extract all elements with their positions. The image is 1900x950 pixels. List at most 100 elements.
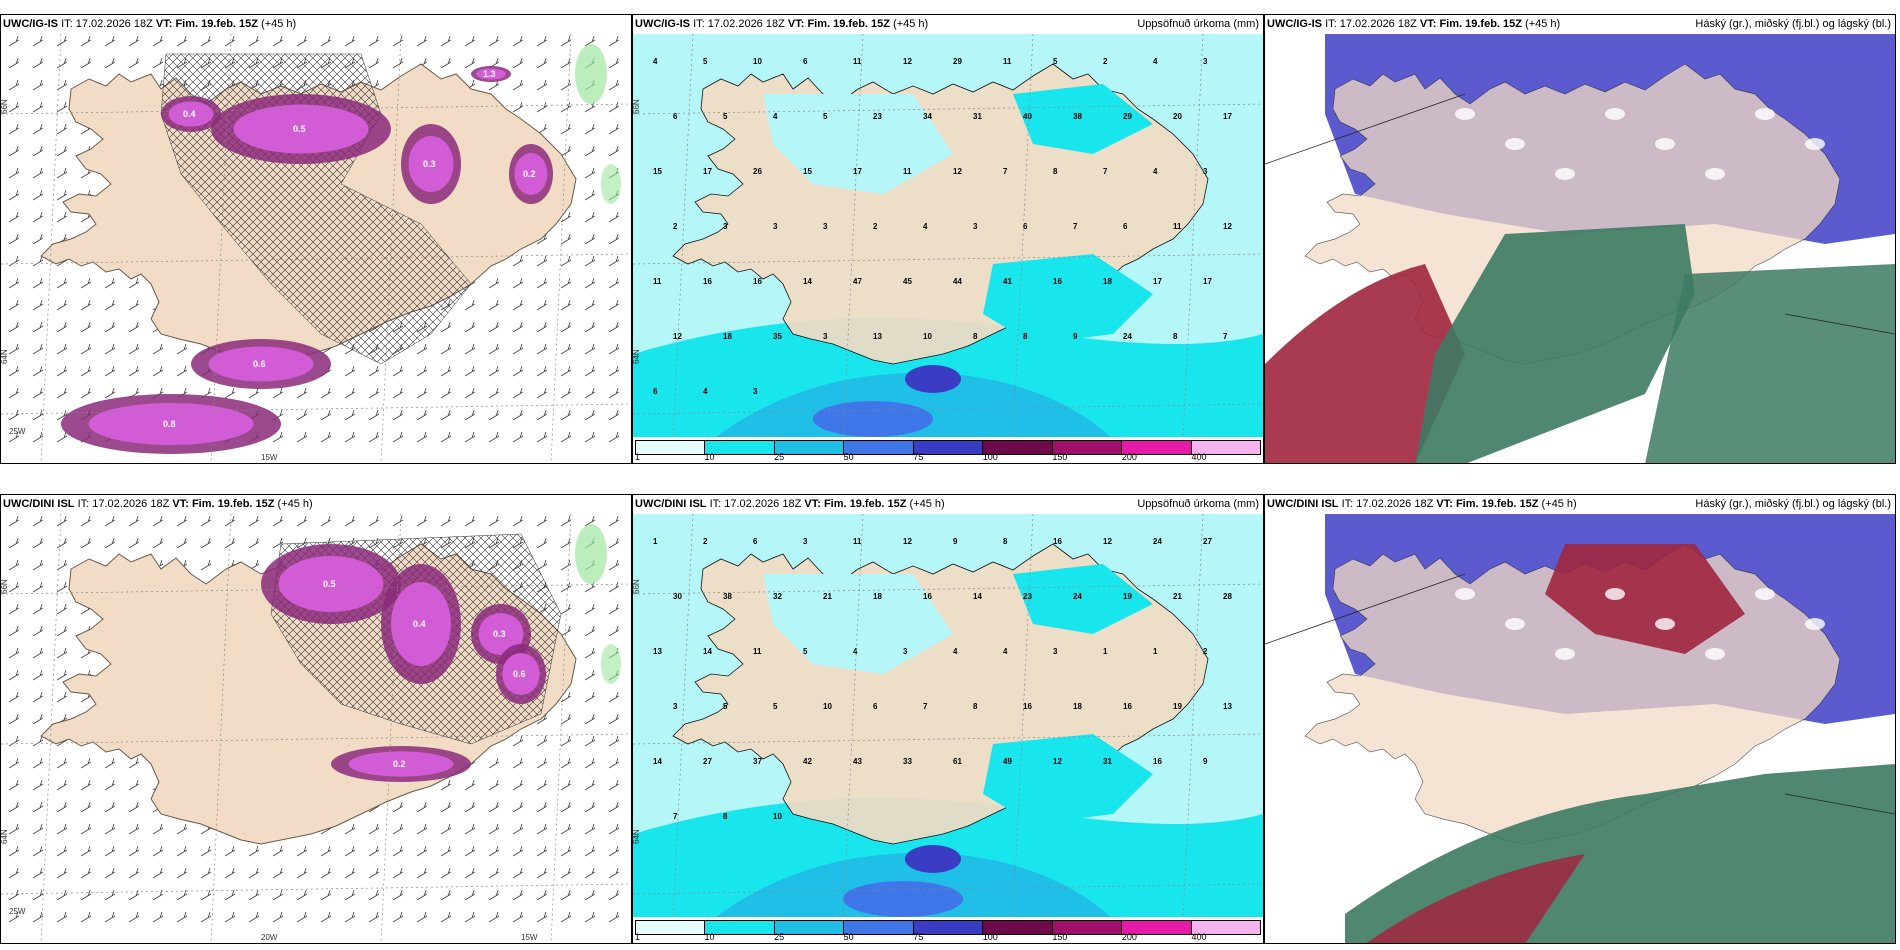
precip-value: 3 [1203,167,1208,176]
wind-barb [80,889,92,901]
precip-value: 15 [803,167,812,176]
wind-barb [248,845,260,857]
wind-barb [8,625,20,637]
parallel-line [633,883,1263,895]
wind-barb [560,255,572,267]
wind-barb [8,911,20,923]
precip-value: 24 [1073,592,1082,601]
grid-label: 66N [633,579,641,594]
wind-barb [488,801,500,813]
meridian-line [380,34,402,463]
wind-barb [608,79,620,91]
meridian-line [40,34,62,463]
panel-wind-igis: UWC/IG-IS IT: 17.02.2026 18Z VT: Fim. 19… [0,14,632,464]
wind-barb [512,757,524,769]
wind-barb [560,211,572,223]
wind-barb [416,387,428,399]
wind-barb [608,603,620,615]
wind-barb [536,299,548,311]
wind-barb [56,779,68,791]
precip-max-area [843,881,963,917]
legend-tick-label: 10 [704,452,715,462]
vt-value: Fim. 19.feb. 15Z [1439,18,1522,30]
wind-barb [104,515,116,527]
precip-value: 20 [1173,112,1182,121]
wind-barb [464,889,476,901]
wind-barb [56,167,68,179]
wind-barb [584,167,596,179]
wind-barb [560,845,572,857]
wind-barb [608,101,620,113]
wind-barb [32,603,44,615]
wind-barb [536,779,548,791]
wind-barb [128,801,140,813]
wind-barb [320,845,332,857]
grid-line [1784,793,1895,815]
wind-barb [8,757,20,769]
wind-barb [488,35,500,47]
wind-barb [368,431,380,443]
precip-value: 3 [1053,647,1058,656]
wind-barb [344,431,356,443]
wind-barb [464,801,476,813]
wind-barb [56,603,68,615]
precip-value: 4 [1153,167,1158,176]
wind-barb [464,845,476,857]
wind-barb [488,823,500,835]
wind-barb [560,801,572,813]
precip-value: 12 [1103,537,1112,546]
wind-barb [32,867,44,879]
wind-barb [104,801,116,813]
wind-barb [56,409,68,421]
wind-barb [344,911,356,923]
wind-barb [56,145,68,157]
cloud-gap [1655,618,1675,630]
wind-barb [176,867,188,879]
wind-barb [104,911,116,923]
green-patch [575,524,607,584]
wind-barb [368,911,380,923]
precip-value: 7 [1073,222,1078,231]
precip-value: 44 [953,277,962,286]
legend-tick-label: 150 [1052,932,1068,942]
wind-barb [296,387,308,399]
wind-barb [392,845,404,857]
wind-barb [104,779,116,791]
wind-barb [512,299,524,311]
interior-precip [983,734,1153,824]
grid-label: 64N [1,349,9,364]
wind-barb [56,387,68,399]
wind-barb [320,387,332,399]
wind-barb [584,409,596,421]
wind-barb [392,35,404,47]
it-label: IT: [709,498,722,510]
legend-swatch [1191,441,1260,454]
precip-value: 17 [1203,277,1212,286]
wind-barb [584,867,596,879]
wind-barb [32,79,44,91]
precip-value: 3 [823,332,828,341]
wind-barb [416,801,428,813]
precip-value: 10 [773,812,782,821]
wind-barb [464,365,476,377]
cloud-gap [1555,648,1575,660]
parallel-line [1,583,631,595]
low-cloud [1415,224,1695,463]
precip-value: 16 [1023,702,1032,711]
wind-barb [104,867,116,879]
wind-barb [320,409,332,421]
wind-value-label: 0.3 [423,159,436,169]
wind-barb [32,779,44,791]
legend-tick-label: 25 [774,452,785,462]
wind-barb [176,889,188,901]
wind-barb [8,889,20,901]
wind-barb [488,409,500,421]
wind-barb [32,123,44,135]
precip-value: 41 [1003,277,1012,286]
wind-barb [344,409,356,421]
wind-barb [32,167,44,179]
precip-value: 18 [1103,277,1112,286]
lead-time: (+45 h) [277,498,313,510]
wind-barb [56,57,68,69]
